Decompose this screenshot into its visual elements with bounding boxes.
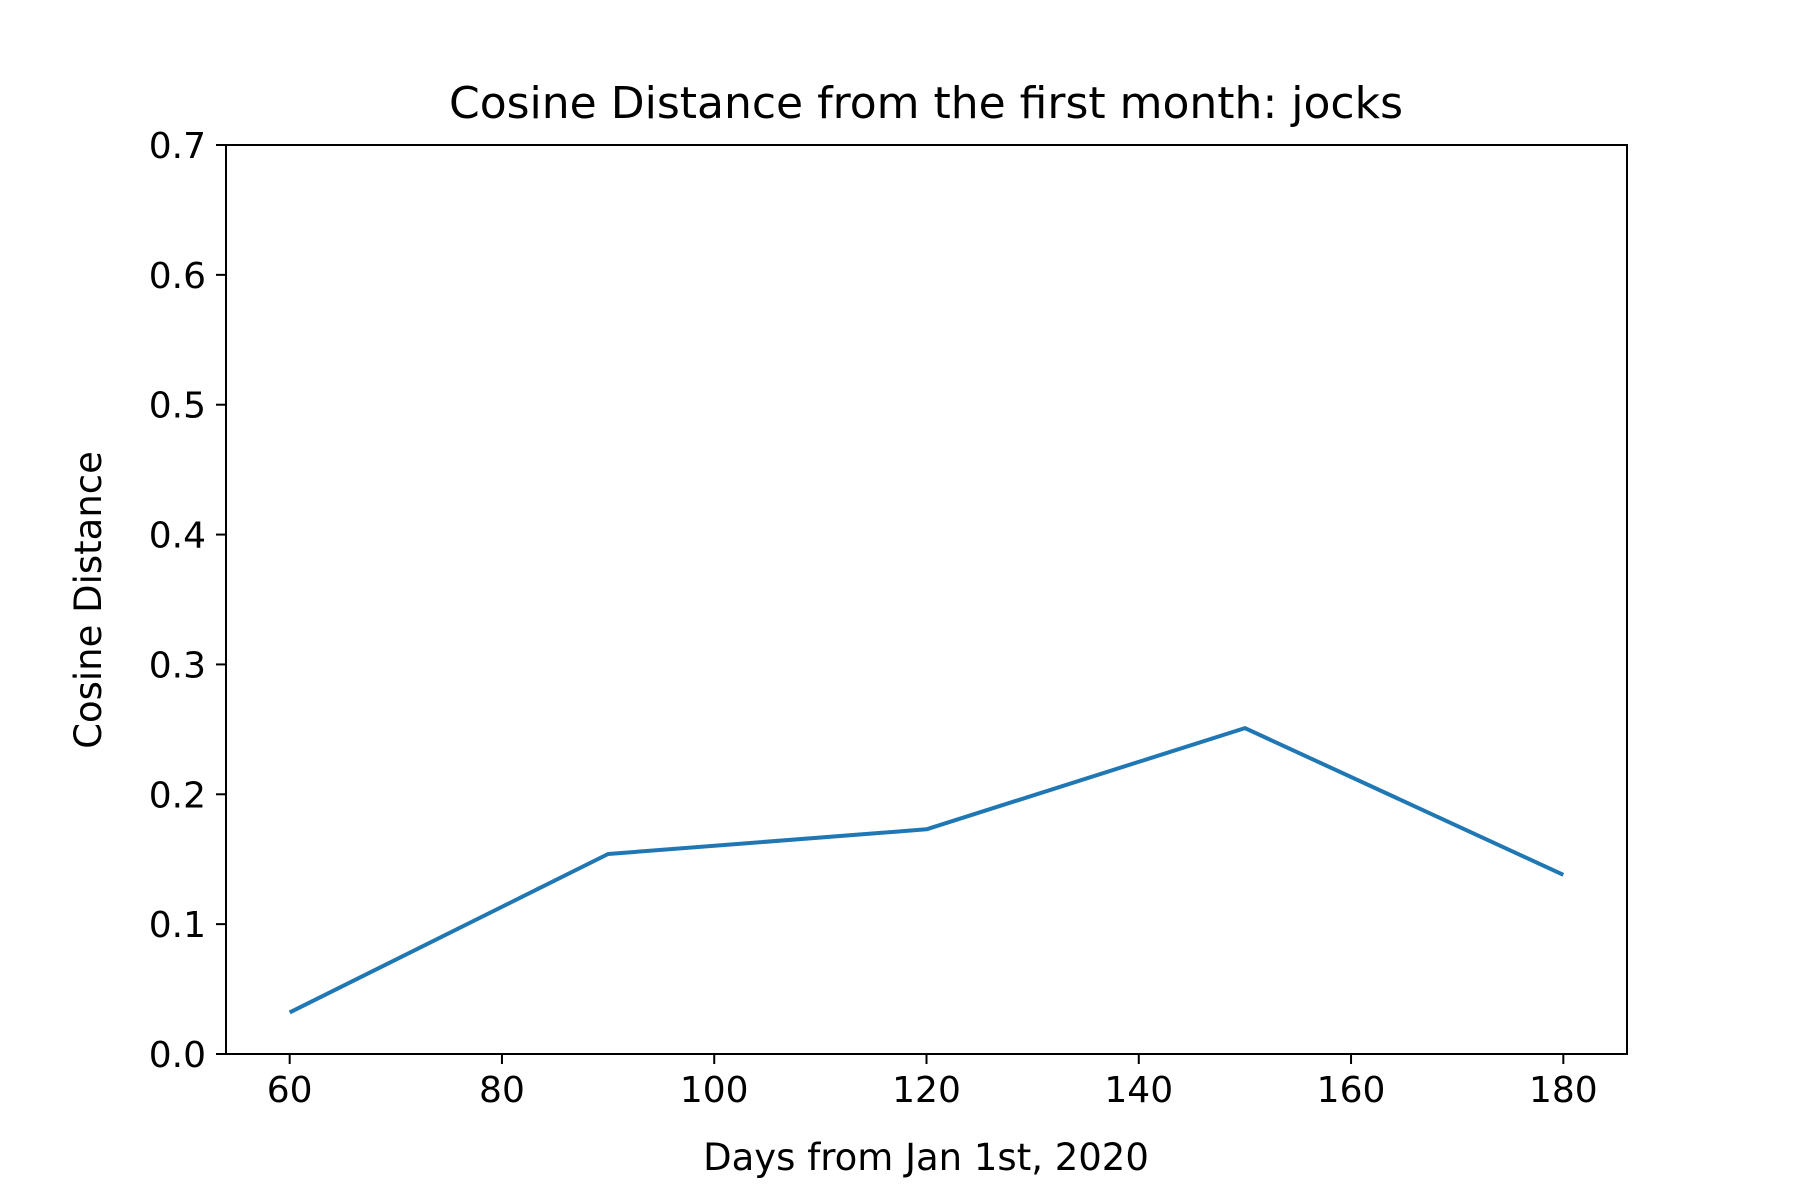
x-tick-label: 180 xyxy=(1529,1070,1598,1111)
y-tick-label: 0.5 xyxy=(149,386,206,427)
y-tick-label: 0.2 xyxy=(149,775,206,816)
y-tick-label: 0.3 xyxy=(149,645,206,686)
x-tick-label: 80 xyxy=(479,1070,525,1111)
plot-frame xyxy=(225,144,1628,1055)
chart-title: Cosine Distance from the first month: jo… xyxy=(449,78,1403,129)
y-tick-label: 0.0 xyxy=(149,1035,206,1076)
x-tick-label: 160 xyxy=(1317,1070,1386,1111)
x-axis-label: Days from Jan 1st, 2020 xyxy=(703,1136,1149,1179)
x-tick-label: 60 xyxy=(267,1070,313,1111)
series-line-0 xyxy=(288,726,1565,1015)
y-tick-label: 0.6 xyxy=(149,256,206,297)
y-axis-label: Cosine Distance xyxy=(67,451,110,749)
plot-area: 60 80 100 120 140 160 180 0.0 0.1 0.2 0.3 0.4 0.5 0.6… xyxy=(149,126,1628,1111)
y-tick-label: 0.4 xyxy=(149,516,206,557)
x-tick-label: 120 xyxy=(892,1070,961,1111)
x-tick-label: 140 xyxy=(1104,1070,1173,1111)
x-tick-label: 100 xyxy=(680,1070,749,1111)
y-tick-label: 0.1 xyxy=(149,905,206,946)
y-tick-label: 0.7 xyxy=(149,126,206,167)
